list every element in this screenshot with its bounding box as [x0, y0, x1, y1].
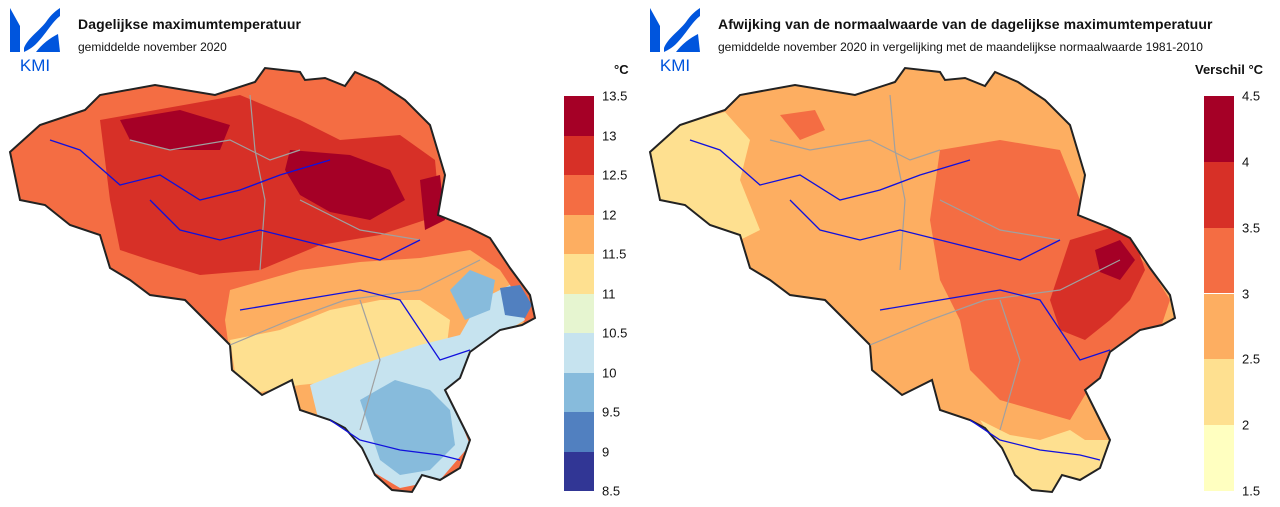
anomaly-legend: 4.5 4 3.5 3 2.5 2 1.5	[1200, 86, 1280, 506]
legend-color-box	[1204, 161, 1234, 228]
legend-tick-label: 11	[602, 286, 616, 301]
legend-color-box	[1204, 425, 1234, 491]
legend-tick-label: 4.5	[1242, 88, 1261, 104]
legend-unit: °C	[614, 62, 629, 77]
kmi-logo-icon: KMI	[650, 8, 700, 74]
legend-color-box	[564, 214, 594, 254]
legend-tick-label: 1.5	[1242, 483, 1261, 499]
legend-color-box	[564, 293, 594, 333]
map-subtitle: gemiddelde november 2020 in vergelijking…	[718, 40, 1203, 54]
belgium-temperature-map	[9, 67, 536, 493]
right-map-panel: KMI Afwijking van de normaalwaarde van d…	[640, 0, 1280, 507]
map-title: Afwijking van de normaalwaarde van de da…	[718, 16, 1213, 32]
legend-tick-label: 4	[1242, 154, 1250, 170]
legend-tick-label: 11.5	[602, 246, 627, 262]
legend-tick-label: 12	[602, 207, 617, 222]
legend-tick-label: 9.5	[602, 404, 621, 420]
temperature-legend: 13.5 13 12.5 12 11.5 11 10.5 10 9.5 9 8.5	[560, 86, 640, 506]
legend-color-box	[564, 96, 594, 136]
legend-tick-label: 12.5	[602, 167, 628, 183]
legend-color-box	[1204, 359, 1234, 426]
map-title: Dagelijkse maximumtemperatuur	[78, 16, 302, 32]
kmi-logo-text: KMI	[20, 56, 50, 74]
legend-tick-label: 13	[602, 128, 617, 143]
legend-color-box	[564, 175, 594, 215]
map-subtitle: gemiddelde november 2020	[78, 40, 227, 54]
belgium-anomaly-map	[649, 67, 1176, 493]
legend-color-box	[564, 412, 594, 452]
left-map-panel: KMI Dagelijkse maximumtemperatuur gemidd…	[9, 8, 640, 506]
legend-color-box	[564, 254, 594, 294]
legend-color-box	[564, 333, 594, 373]
kmi-logo-icon: KMI	[10, 8, 60, 74]
kmi-logo-text: KMI	[660, 56, 690, 74]
legend-tick-label: 3	[1242, 286, 1250, 301]
legend-color-box	[564, 135, 594, 175]
legend-tick-label: 13.5	[602, 88, 628, 104]
legend-color-box	[1204, 96, 1234, 162]
legend-unit: Verschil °C	[1195, 62, 1264, 77]
legend-color-box	[564, 372, 594, 412]
legend-tick-label: 9	[602, 444, 610, 459]
legend-color-box	[564, 451, 594, 491]
legend-tick-label: 3.5	[1242, 220, 1261, 236]
legend-color-box	[1204, 227, 1234, 294]
legend-tick-label: 8.5	[602, 483, 621, 499]
legend-tick-label: 10	[602, 365, 617, 380]
legend-tick-label: 2.5	[1242, 351, 1261, 367]
legend-color-box	[1204, 293, 1234, 360]
legend-tick-label: 2	[1242, 417, 1250, 433]
legend-tick-label: 10.5	[602, 325, 628, 341]
